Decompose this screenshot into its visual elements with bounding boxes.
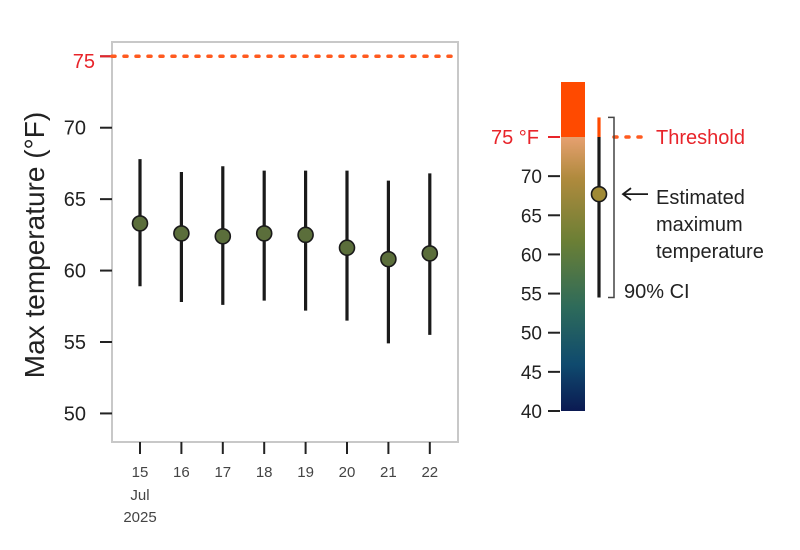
- legend-tick-label: 50: [521, 324, 542, 345]
- x-sub-label: 2025: [123, 509, 156, 526]
- legend-tick-label: 45: [521, 363, 542, 384]
- estimate-point: [173, 225, 190, 242]
- x-tick-label: 15: [132, 464, 149, 481]
- legend: 75 °F Threshold Estimated maximum temper…: [491, 82, 764, 423]
- legend-estimate-label-2: maximum: [656, 214, 743, 236]
- legend-tick-label: 70: [521, 167, 542, 188]
- estimate-point: [421, 245, 439, 262]
- legend-estimate-label-3: temperature: [656, 241, 764, 263]
- legend-threshold-tick-label: 75 °F: [491, 127, 539, 149]
- legend-estimate-point: [590, 185, 608, 203]
- legend-estimate-label-1: Estimated: [656, 187, 745, 209]
- y-tick-label: 65: [64, 189, 86, 211]
- legend-tick-label: 40: [521, 402, 542, 423]
- x-tick-label: 17: [214, 464, 231, 481]
- y-tick-label: 60: [64, 261, 86, 283]
- estimate-point: [131, 215, 149, 232]
- y-tick-label: 50: [64, 403, 86, 425]
- legend-tick-label: 60: [521, 245, 542, 266]
- x-tick-label: 19: [297, 464, 314, 481]
- legend-threshold-band: [561, 82, 585, 137]
- legend-tick-label: 65: [521, 206, 542, 227]
- x-tick-label: 22: [421, 464, 438, 481]
- estimate-point: [214, 227, 232, 245]
- plot-layer: 50 55 60 65 70 15 16 17 18 19 20 21 22 Jul 2025: [64, 54, 462, 526]
- legend-tick-label: 55: [521, 285, 542, 306]
- legend-gradient-bar: [561, 137, 585, 411]
- x-tick-label: 20: [339, 464, 356, 481]
- y-tick-label: 55: [64, 332, 86, 354]
- estimate-point: [338, 239, 356, 257]
- legend-threshold-text: Threshold: [656, 127, 745, 149]
- plot-frame: [111, 41, 459, 443]
- threshold-tick-label: 75: [73, 51, 95, 73]
- estimate-point: [255, 225, 273, 242]
- x-sub-label: Jul: [130, 487, 149, 504]
- y-axis-title: Max temperature (°F): [19, 112, 50, 378]
- legend-arrow-head: [621, 187, 632, 201]
- x-tick-label: 21: [380, 464, 397, 481]
- x-tick-label: 16: [173, 464, 190, 481]
- y-tick-label: 70: [64, 118, 86, 140]
- estimate-point: [297, 226, 314, 244]
- estimate-point: [380, 250, 397, 268]
- x-tick-label: 18: [256, 464, 273, 481]
- legend-ci-label: 90% CI: [624, 281, 690, 303]
- legend-ci-bracket: [608, 116, 615, 299]
